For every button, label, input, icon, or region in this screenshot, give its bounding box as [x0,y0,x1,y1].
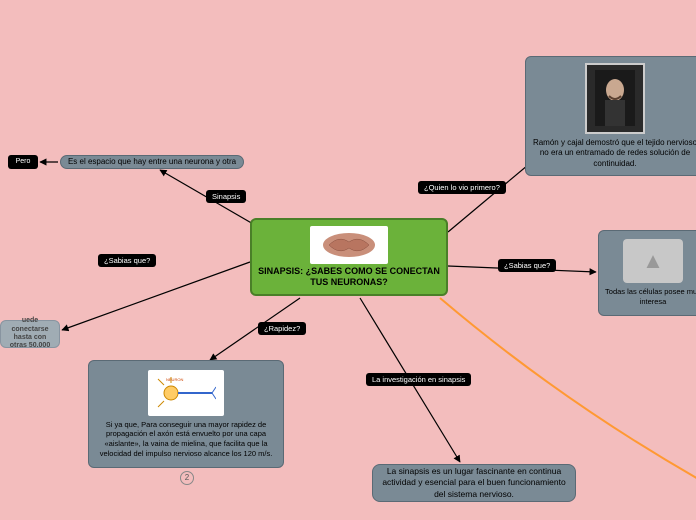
pero-node[interactable]: Pero [8,155,38,169]
celulas-node[interactable]: ▲ Todas las células posee muy interesa [598,230,696,316]
center-title: SINAPSIS: ¿SABES COMO SE CONECTAN TUS NE… [256,266,442,288]
rapidez-node[interactable]: NEURON Si ya que, Para conseguir una may… [88,360,284,468]
sabias-left-node[interactable]: uede conectarse hasta con otras 50.000 [0,320,60,348]
brain-image [310,226,388,264]
sabias-left-text: uede conectarse hasta con otras 50.000 [5,317,55,351]
label-quien: ¿Quien lo vio primero? [418,181,506,194]
rapidez-text: Si ya que, Para conseguir una mayor rapi… [95,420,277,459]
celulas-text: Todas las células posee muy interesa [605,287,696,307]
label-investigacion: La investigación en sinapsis [366,373,471,386]
rapidez-badge: 2 [180,471,194,485]
ramon-portrait [585,63,645,134]
pero-text: Pero [16,155,31,169]
ramon-node[interactable]: Ramón y cajal demostró que el tejido ner… [525,56,696,176]
fascinante-node[interactable]: La sinapsis es un lugar fascinante en co… [372,464,576,502]
label-sabias-right: ¿Sabias que? [498,259,556,272]
label-sabias-left: ¿Sabias que? [98,254,156,267]
center-node[interactable]: SINAPSIS: ¿SABES COMO SE CONECTAN TUS NE… [250,218,448,296]
image-placeholder-icon: ▲ [642,248,664,274]
fascinante-text: La sinapsis es un lugar fascinante en co… [381,466,567,499]
neuron-image: NEURON [148,370,224,416]
ramon-text: Ramón y cajal demostró que el tejido ner… [532,138,696,169]
label-rapidez: ¿Rapidez? [258,322,306,335]
label-sinapsis: Sinapsis [206,190,246,203]
espacio-text: Es el espacio que hay entre una neurona … [68,155,236,169]
svg-text:NEURON: NEURON [166,377,183,382]
celulas-image-placeholder: ▲ [623,239,683,283]
espacio-node[interactable]: Es el espacio que hay entre una neurona … [60,155,244,169]
mindmap-canvas: SINAPSIS: ¿SABES COMO SE CONECTAN TUS NE… [0,0,696,520]
